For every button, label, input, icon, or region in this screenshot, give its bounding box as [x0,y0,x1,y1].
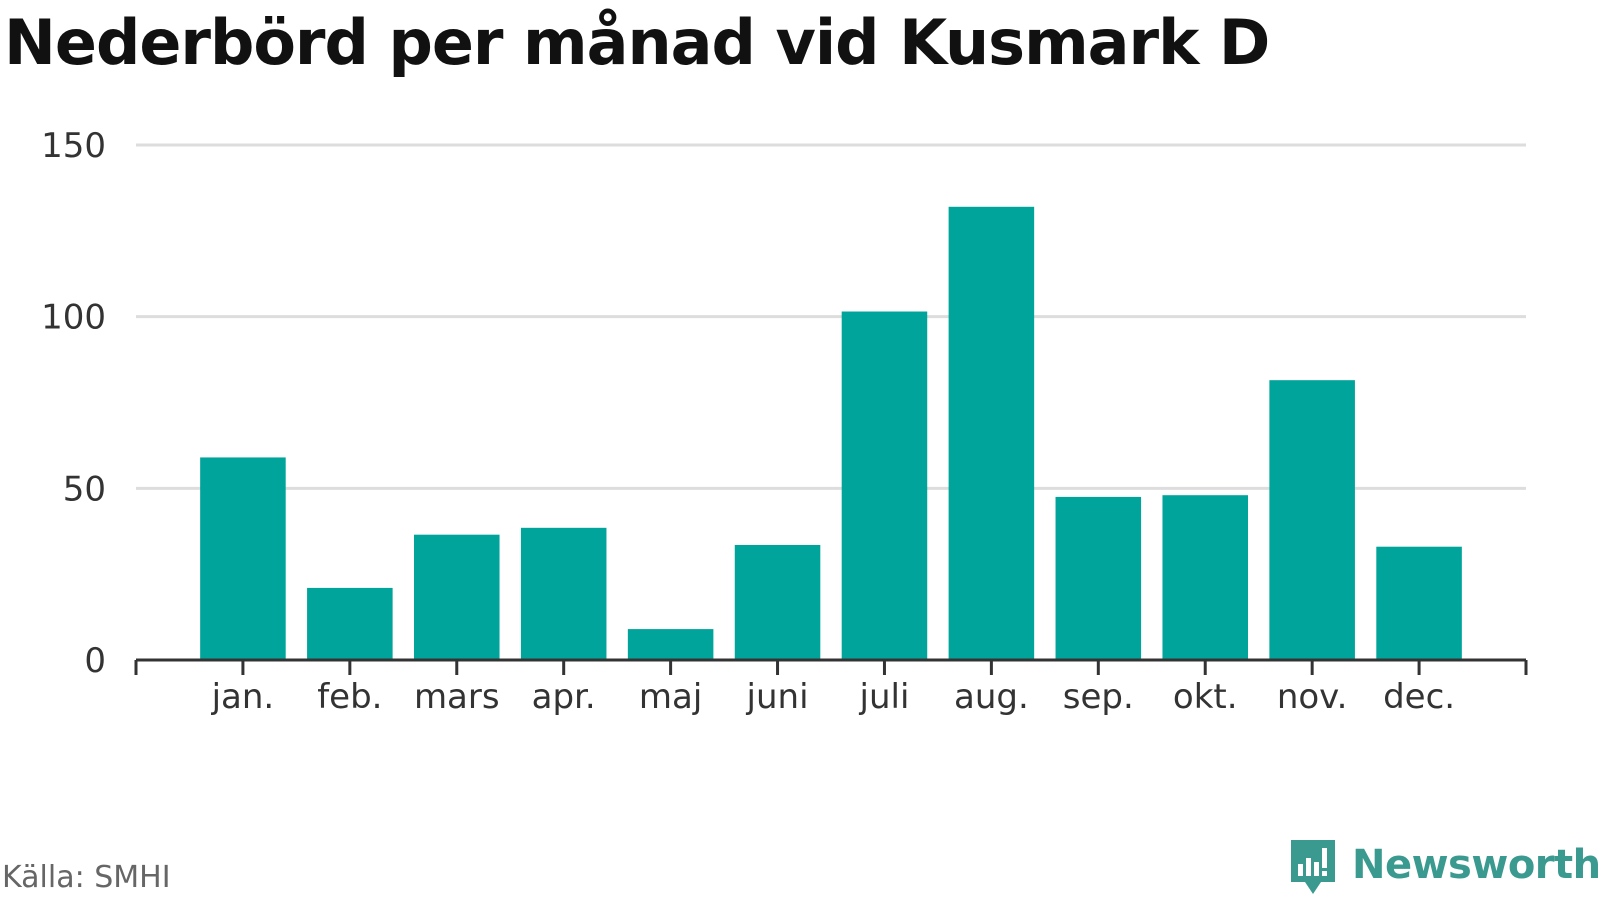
x-tick-label: okt. [1173,677,1238,717]
bar-apr [520,527,607,660]
x-tick-label: maj [639,677,702,717]
newsworthy-bar-chart-icon [1291,840,1335,894]
source-note: Källa: SMHI [2,860,171,895]
axes [134,658,1528,675]
bar-okt [1162,495,1248,660]
bar-juli [841,311,928,660]
bar-nov [1269,380,1355,660]
bars [200,206,1462,661]
newsworthy-brand: Newsworthy [1288,838,1600,898]
x-tick-label: jan. [211,677,275,717]
x-tick-label: dec. [1383,677,1455,717]
x-tick-label: juli [859,677,910,717]
bar-sep [1055,496,1142,660]
bar-dec [1376,546,1462,660]
x-tick-label: juni [746,677,809,717]
y-tick-label: 100 [41,298,106,338]
bar-feb [307,587,393,660]
y-tick-label: 0 [84,641,106,681]
bar-mars [414,534,500,660]
x-tick-label: mars [414,677,500,717]
y-tick-label: 150 [41,126,106,166]
bar-aug [948,206,1035,661]
chart-title: Nederbörd per månad vid Kusmark D [4,6,1270,79]
brand-name: Newsworthy [1352,842,1600,888]
bar-maj [627,629,714,660]
x-tick-label: sep. [1063,677,1134,717]
y-tick-label: 50 [63,469,106,509]
x-tick-label: feb. [317,677,382,717]
x-tick-label: nov. [1277,677,1348,717]
x-tick-label: aug. [954,677,1029,717]
x-tick-label: apr. [532,677,596,717]
bar-juni [734,544,821,660]
tick-labels: 0 50 100 150 jan. feb. mars apr. maj juni juli aug.… [41,126,1455,717]
bar-jan [200,457,286,660]
